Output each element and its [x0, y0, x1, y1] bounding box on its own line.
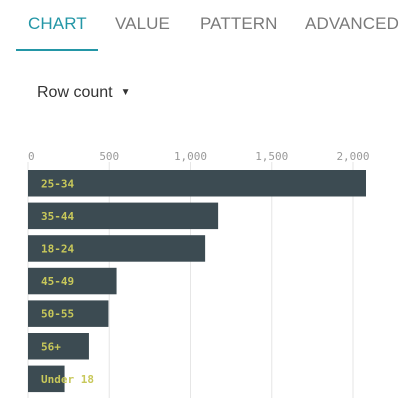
bar-group[interactable]: 45-49	[28, 267, 117, 295]
bar-category-label: Under 18	[41, 373, 94, 386]
bar[interactable]	[28, 170, 366, 197]
bar-category-label: 18-24	[41, 242, 74, 255]
x-tick-label: 500	[99, 150, 119, 163]
bar[interactable]	[28, 365, 65, 393]
bars: 25-34 35-44 18-24 45-49 50-55 56+ Under 18	[28, 170, 366, 393]
bar-category-label: 56+	[41, 340, 61, 353]
tab-pattern[interactable]: PATTERN	[200, 14, 278, 33]
x-tick-label: 1,000	[174, 150, 207, 163]
tab-chart[interactable]: CHART	[28, 14, 87, 33]
bar[interactable]	[28, 300, 109, 327]
tab-value[interactable]: VALUE	[115, 14, 170, 33]
bar-group[interactable]: Under 18	[28, 365, 94, 393]
bar-group[interactable]: 35-44	[28, 202, 219, 230]
measure-dropdown[interactable]: Row count ▼	[37, 84, 131, 102]
bar-category-label: 25-34	[41, 177, 74, 190]
bar-group[interactable]: 25-34	[28, 170, 366, 197]
bar[interactable]	[28, 267, 117, 295]
x-tick-label: 1,500	[255, 150, 288, 163]
caret-down-icon: ▼	[120, 87, 131, 98]
bar-category-label: 45-49	[41, 275, 74, 288]
x-tick-label: 2,000	[336, 150, 369, 163]
bar[interactable]	[28, 235, 206, 262]
bar[interactable]	[28, 333, 89, 360]
bar-group[interactable]: 18-24	[28, 235, 206, 262]
active-tab-indicator	[16, 49, 98, 51]
bar-category-label: 35-44	[41, 210, 74, 223]
bar-group[interactable]: 50-55	[28, 300, 109, 327]
measure-label: Row count	[37, 84, 113, 101]
x-axis-ticks: 0 500 1,000 1,500 2,000	[28, 150, 370, 163]
tab-bar: CHART VALUE PATTERN ADVANCED	[0, 0, 418, 52]
x-tick-label: 0	[28, 150, 35, 163]
bar-category-label: 50-55	[41, 308, 74, 321]
bar[interactable]	[28, 202, 219, 230]
bar-group[interactable]: 56+	[28, 333, 89, 360]
tab-advanced[interactable]: ADVANCED	[305, 14, 400, 33]
